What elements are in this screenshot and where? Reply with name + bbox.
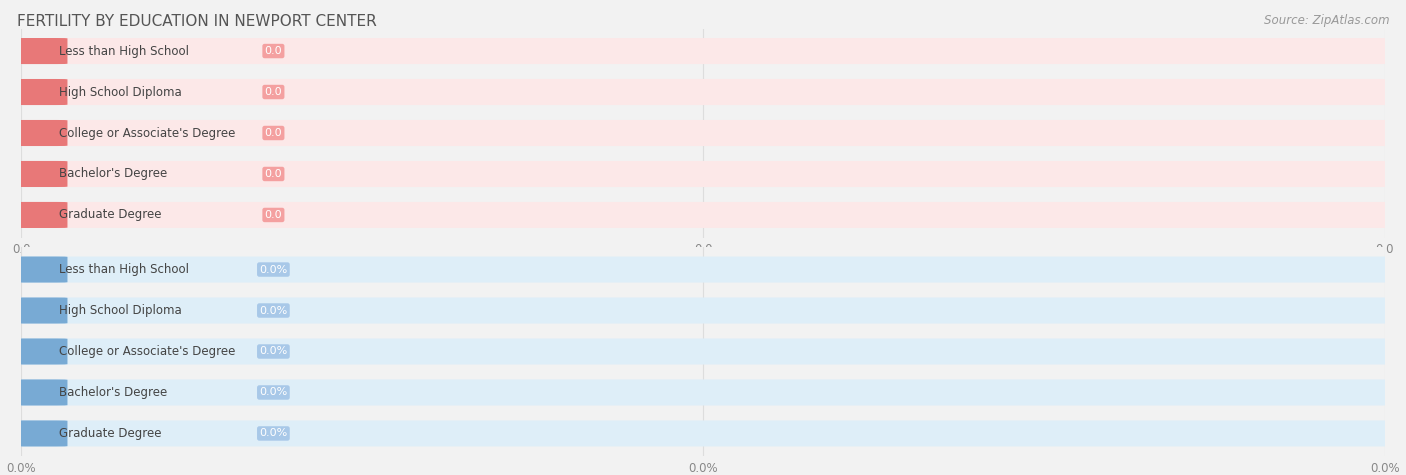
Text: Less than High School: Less than High School: [59, 263, 190, 276]
FancyBboxPatch shape: [13, 420, 1393, 446]
Text: 0.0%: 0.0%: [259, 388, 287, 398]
FancyBboxPatch shape: [13, 297, 1393, 323]
FancyBboxPatch shape: [13, 380, 1393, 406]
Text: 0.0%: 0.0%: [259, 305, 287, 315]
Text: 0.0: 0.0: [264, 46, 283, 56]
FancyBboxPatch shape: [13, 161, 67, 187]
Text: 0.0%: 0.0%: [259, 428, 287, 438]
Text: Graduate Degree: Graduate Degree: [59, 427, 162, 440]
Text: 0.0: 0.0: [264, 87, 283, 97]
Text: Source: ZipAtlas.com: Source: ZipAtlas.com: [1264, 14, 1389, 27]
FancyBboxPatch shape: [13, 297, 67, 323]
FancyBboxPatch shape: [13, 38, 1393, 64]
FancyBboxPatch shape: [13, 420, 67, 446]
Text: High School Diploma: High School Diploma: [59, 86, 181, 98]
FancyBboxPatch shape: [13, 202, 67, 228]
FancyBboxPatch shape: [13, 120, 67, 146]
Text: College or Associate's Degree: College or Associate's Degree: [59, 126, 236, 140]
Text: Graduate Degree: Graduate Degree: [59, 209, 162, 221]
FancyBboxPatch shape: [13, 38, 67, 64]
Text: Bachelor's Degree: Bachelor's Degree: [59, 386, 167, 399]
Text: Less than High School: Less than High School: [59, 45, 190, 57]
FancyBboxPatch shape: [13, 339, 67, 364]
FancyBboxPatch shape: [13, 161, 1393, 187]
FancyBboxPatch shape: [13, 380, 67, 406]
FancyBboxPatch shape: [13, 79, 1393, 105]
Text: 0.0%: 0.0%: [259, 265, 287, 275]
Text: High School Diploma: High School Diploma: [59, 304, 181, 317]
FancyBboxPatch shape: [13, 256, 67, 283]
Text: 0.0: 0.0: [264, 169, 283, 179]
FancyBboxPatch shape: [13, 79, 67, 105]
Text: FERTILITY BY EDUCATION IN NEWPORT CENTER: FERTILITY BY EDUCATION IN NEWPORT CENTER: [17, 14, 377, 29]
FancyBboxPatch shape: [13, 256, 1393, 283]
Text: 0.0%: 0.0%: [259, 346, 287, 357]
Text: Bachelor's Degree: Bachelor's Degree: [59, 168, 167, 180]
Text: College or Associate's Degree: College or Associate's Degree: [59, 345, 236, 358]
Text: 0.0: 0.0: [264, 128, 283, 138]
FancyBboxPatch shape: [13, 339, 1393, 364]
FancyBboxPatch shape: [13, 202, 1393, 228]
Text: 0.0: 0.0: [264, 210, 283, 220]
FancyBboxPatch shape: [13, 120, 1393, 146]
